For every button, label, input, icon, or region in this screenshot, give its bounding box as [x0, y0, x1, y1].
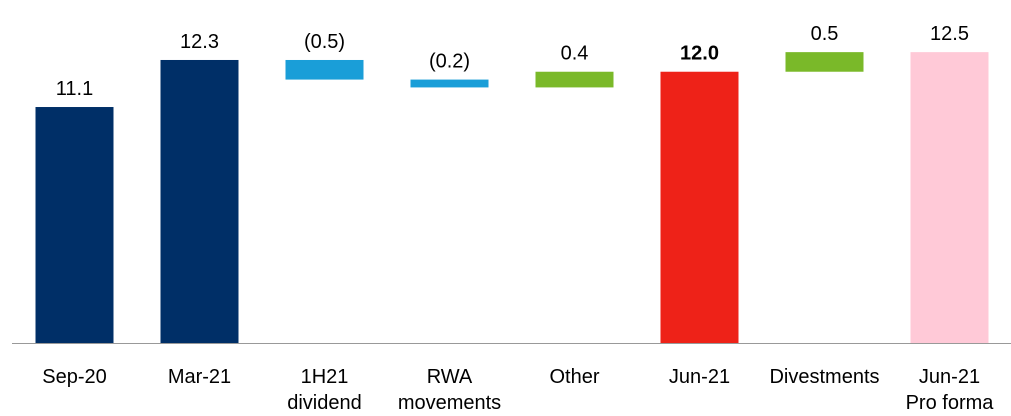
value-label: 12.3 — [180, 31, 219, 53]
bar — [160, 59, 239, 343]
value-label: 12.5 — [930, 23, 969, 45]
value-label: 0.5 — [811, 23, 839, 45]
x-tick-label: Divestments — [769, 366, 880, 388]
x-tick-label: Jun-21 — [668, 366, 731, 388]
x-tick-label: Other — [549, 366, 600, 388]
bar — [785, 52, 864, 72]
bar — [535, 71, 614, 88]
value-label: (0.2) — [429, 51, 470, 73]
bar — [35, 107, 114, 344]
value-label: (0.5) — [304, 31, 345, 53]
value-label: 11.1 — [56, 78, 93, 100]
bar — [910, 52, 989, 344]
value-label: 0.4 — [561, 43, 589, 65]
x-tick-label: 1H21 dividend — [287, 366, 362, 414]
x-tick-label: Sep-20 — [42, 366, 107, 388]
x-tick-label: Jun-21 Pro forma — [905, 366, 994, 414]
x-tick-label: Mar-21 — [167, 366, 232, 388]
bar — [285, 59, 364, 80]
x-tick-label: RWA movements — [397, 366, 502, 414]
value-label: 12.0 — [680, 43, 719, 65]
bar — [410, 79, 489, 88]
bar — [660, 71, 739, 344]
